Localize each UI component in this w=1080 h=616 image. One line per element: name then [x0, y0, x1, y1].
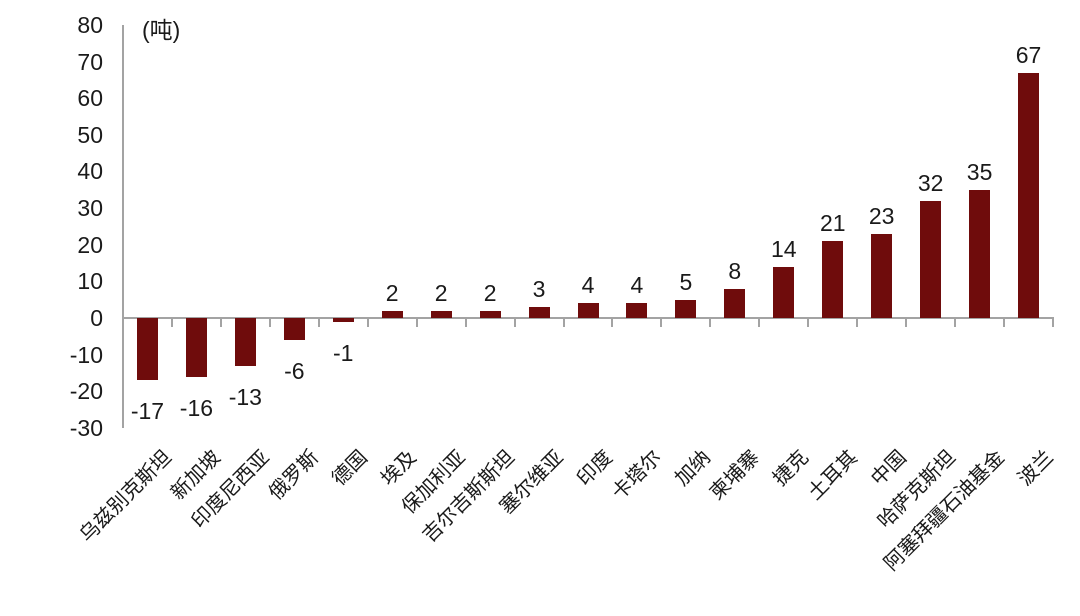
x-tick-mark — [317, 319, 320, 327]
bar — [430, 310, 452, 318]
bar-value-label: -13 — [228, 383, 262, 410]
bar-value-label: 3 — [532, 276, 546, 302]
bar-value-label: 23 — [868, 202, 895, 229]
y-tick-label: 20 — [77, 231, 103, 258]
x-tick-mark — [611, 319, 614, 327]
x-axis-zero-line — [122, 317, 1054, 319]
bar-value-label: -16 — [179, 394, 214, 421]
x-tick-mark — [170, 319, 173, 327]
bar-value-label: 8 — [728, 257, 742, 284]
x-tick-mark — [415, 319, 418, 327]
y-axis-unit-label: (吨) — [142, 17, 181, 43]
x-tick-mark — [954, 319, 957, 327]
bar — [234, 318, 256, 366]
bar — [773, 266, 795, 318]
y-tick-label: 70 — [77, 48, 103, 75]
x-tick-mark — [905, 319, 908, 327]
x-tick-mark — [562, 319, 565, 327]
x-tick-mark — [268, 319, 271, 327]
bar-value-label: 35 — [966, 158, 993, 185]
x-tick-mark — [807, 319, 810, 327]
bar — [381, 310, 403, 318]
bar-value-label: 2 — [385, 279, 399, 306]
y-tick-label: -30 — [69, 414, 103, 441]
bar — [626, 303, 648, 318]
bar — [577, 303, 599, 318]
x-tick-mark — [856, 319, 859, 327]
y-axis-line — [122, 25, 124, 428]
x-tick-mark — [1003, 319, 1006, 327]
bar — [332, 318, 354, 322]
bar — [479, 310, 501, 318]
bar — [724, 288, 746, 318]
bar-value-label: 4 — [630, 272, 644, 299]
bar — [283, 318, 305, 340]
bar-value-label: -17 — [130, 398, 165, 425]
bar — [871, 233, 893, 318]
y-tick-label: -10 — [69, 341, 103, 368]
x-tick-mark — [660, 319, 663, 327]
y-tick-label: 10 — [77, 268, 103, 295]
bar — [969, 189, 991, 318]
bar — [920, 200, 942, 318]
y-tick-label: -20 — [69, 378, 103, 405]
bar — [1018, 72, 1040, 318]
x-tick-mark — [513, 319, 516, 327]
bar-value-label: 67 — [1015, 41, 1042, 68]
bar-value-label: 14 — [770, 235, 797, 262]
y-tick-label: 50 — [77, 121, 103, 148]
bar — [185, 318, 207, 377]
bar — [136, 318, 158, 381]
y-tick-label: 60 — [77, 85, 103, 112]
y-tick-label: 80 — [77, 11, 103, 38]
bar-value-label: 5 — [679, 268, 693, 295]
bar — [822, 241, 844, 318]
bar-value-label: -6 — [284, 357, 305, 384]
x-tick-mark — [758, 319, 761, 327]
bar-value-label: 4 — [581, 272, 595, 299]
bar — [675, 299, 697, 318]
y-tick-label: 40 — [77, 158, 103, 185]
x-tick-mark — [219, 319, 222, 327]
x-tick-mark — [464, 319, 467, 327]
bar-value-label: 2 — [483, 279, 497, 306]
y-tick-label: 30 — [77, 195, 103, 222]
x-tick-mark — [1052, 319, 1054, 327]
y-tick-label: 0 — [90, 305, 103, 331]
bar-value-label: 21 — [819, 210, 846, 237]
x-tick-mark — [709, 319, 712, 327]
bar-value-label: 2 — [434, 279, 448, 306]
x-tick-mark — [366, 319, 369, 327]
bar — [528, 307, 550, 318]
bar-value-label: 32 — [917, 169, 944, 196]
bar-value-label: -1 — [333, 339, 354, 366]
